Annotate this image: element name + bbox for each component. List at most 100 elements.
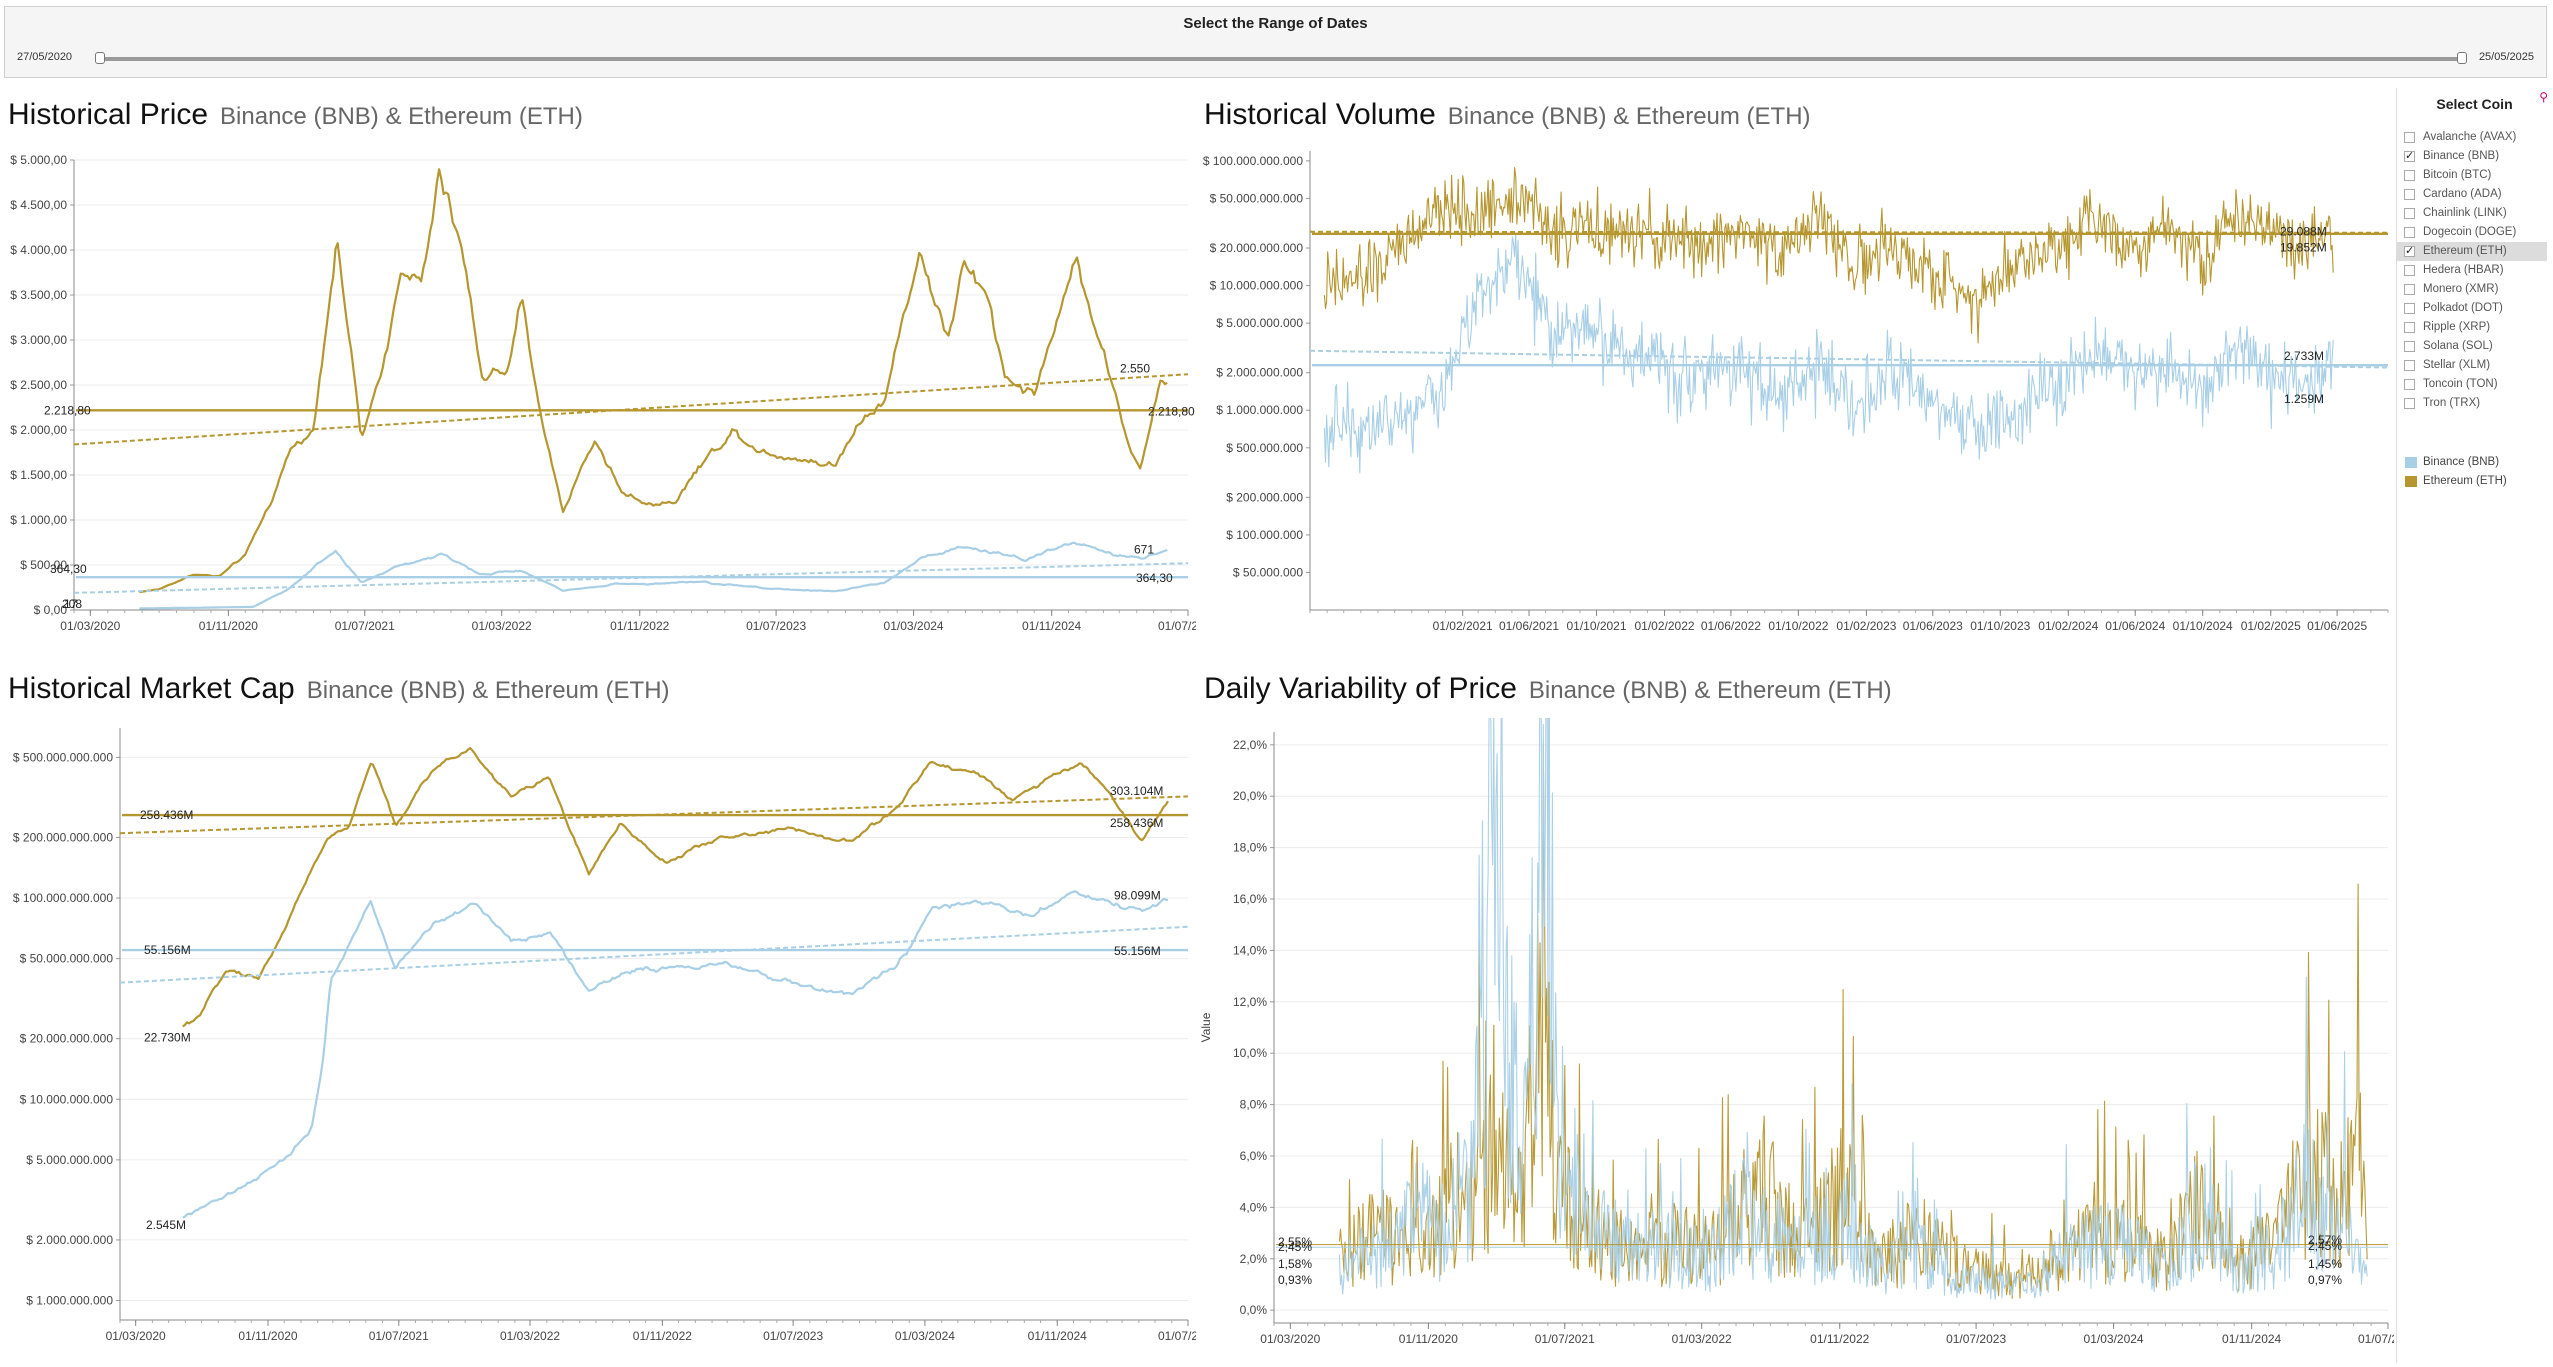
series-line-eth [182, 747, 1169, 1028]
coin-option[interactable]: Toncoin (TON) [2397, 375, 2547, 394]
checkbox-icon[interactable]: ✓ [2404, 245, 2415, 257]
coin-option[interactable]: Tron (TRX) [2397, 394, 2547, 413]
coin-option[interactable]: Bitcoin (BTC) [2397, 166, 2547, 185]
y-tick-label: 22,0% [1233, 738, 1267, 752]
x-tick-label: 01/02/2022 [1635, 619, 1695, 633]
coin-option[interactable]: Avalanche (AVAX) [2397, 128, 2547, 147]
y-tick-label: $ 1.500,00 [10, 468, 67, 482]
x-tick-label: 01/02/2024 [2038, 619, 2098, 633]
x-tick-label: 01/11/2024 [1028, 1329, 1087, 1343]
x-tick-label: 01/11/2022 [633, 1329, 692, 1343]
data-label: 2,57% [2308, 1233, 2342, 1247]
coin-option[interactable]: Cardano (ADA) [2397, 185, 2547, 204]
variability-panel-title: Daily Variability of Price Binance (BNB) … [1204, 672, 1892, 706]
y-tick-label: $ 100.000.000.000 [1203, 154, 1303, 168]
series-line-eth [139, 168, 1168, 594]
marketcap-title: Historical Market Cap [8, 672, 295, 705]
checkbox-icon[interactable] [2404, 341, 2415, 352]
data-label: 2,55% [1278, 1235, 1312, 1249]
color-legend-label: Binance (BNB) [2423, 456, 2500, 468]
data-label: 22.730M [144, 1031, 191, 1045]
checkbox-icon[interactable] [2404, 303, 2415, 314]
y-tick-label: 12,0% [1233, 995, 1267, 1009]
checkbox-icon[interactable] [2404, 132, 2415, 143]
coin-option[interactable]: Ripple (XRP) [2397, 318, 2547, 337]
y-tick-label: 14,0% [1233, 943, 1267, 957]
coin-option[interactable]: ✓ Binance (BNB) [2397, 147, 2547, 166]
range-start-handle[interactable] [95, 52, 105, 64]
filter-tools-icon[interactable]: ⚲ [2539, 90, 2548, 104]
volume-title: Historical Volume [1204, 98, 1436, 131]
coin-option[interactable]: Chainlink (LINK) [2397, 204, 2547, 223]
coin-label: Solana (SOL) [2423, 340, 2493, 352]
coin-option[interactable]: Solana (SOL) [2397, 337, 2547, 356]
checkbox-icon[interactable] [2404, 208, 2415, 219]
y-tick-label: $ 50.000.000.000 [20, 952, 114, 966]
y-tick-label: $ 1.000.000.000 [1216, 403, 1303, 417]
coin-option[interactable]: Polkadot (DOT) [2397, 299, 2547, 318]
x-tick-label: 01/11/2022 [1810, 1332, 1869, 1346]
x-tick-label: 01/03/2022 [1672, 1332, 1732, 1346]
coin-option[interactable]: Monero (XMR) [2397, 280, 2547, 299]
y-tick-label: $ 2.000,00 [10, 423, 67, 437]
trend-line [73, 373, 1189, 446]
data-label: 2.218,80 [44, 403, 91, 417]
x-tick-label: 01/07/2023 [763, 1329, 823, 1343]
color-legend-label: Ethereum (ETH) [2423, 475, 2507, 487]
checkbox-icon[interactable] [2404, 170, 2415, 181]
checkbox-icon[interactable] [2404, 189, 2415, 200]
series-line-bnb [139, 541, 1168, 610]
x-tick-label: 01/02/2025 [2241, 619, 2301, 633]
x-tick-label: 01/07/2021 [335, 619, 395, 633]
x-tick-label: 01/02/2023 [1836, 619, 1896, 633]
date-range-slider[interactable] [99, 57, 2465, 61]
trend-line [1309, 230, 2389, 234]
checkbox-icon[interactable] [2404, 398, 2415, 409]
coin-option[interactable]: ✓ Ethereum (ETH) [2397, 242, 2547, 261]
x-tick-label: 01/10/2022 [1768, 619, 1828, 633]
series-line-bnb [1323, 232, 2334, 474]
x-tick-label: 01/07/2025 [1158, 619, 1196, 633]
checkbox-icon[interactable]: ✓ [2404, 150, 2415, 162]
variability-title: Daily Variability of Price [1204, 672, 1517, 705]
data-label: 258.436M [1110, 816, 1163, 830]
volume-panel-title: Historical Volume Binance (BNB) & Ethereu… [1204, 98, 1811, 132]
checkbox-icon[interactable] [2404, 360, 2415, 371]
marketcap-panel-title: Historical Market Cap Binance (BNB) & Eth… [8, 672, 670, 706]
y-tick-label: $ 20.000.000.000 [20, 1032, 114, 1046]
range-end-label: 25/05/2025 [2478, 51, 2534, 63]
y-tick-label: $ 2.500,00 [10, 378, 67, 392]
y-tick-label: $ 500.000.000 [1226, 441, 1303, 455]
series-line-bnb [182, 890, 1168, 1219]
y-tick-label: 2,0% [1240, 1252, 1268, 1266]
checkbox-icon[interactable] [2404, 379, 2415, 390]
range-end-handle[interactable] [2457, 52, 2467, 64]
date-range-filter: Select the Range of Dates 27/05/2020 25/… [4, 6, 2547, 78]
x-tick-label: 01/07/2025 [1158, 1329, 1196, 1343]
y-tick-label: 8,0% [1240, 1098, 1268, 1112]
coin-label: Ethereum (ETH) [2423, 245, 2507, 257]
coin-selector: ⚲ Select Coin Avalanche (AVAX) ✓ Binance (… [2396, 88, 2552, 1363]
x-tick-label: 01/03/2022 [472, 619, 532, 633]
data-label: 364,30 [1136, 571, 1173, 585]
x-tick-label: 01/10/2024 [2173, 619, 2233, 633]
data-label: 364,30 [50, 562, 87, 576]
coin-option[interactable]: Hedera (HBAR) [2397, 261, 2547, 280]
x-tick-label: 01/10/2023 [1970, 619, 2030, 633]
y-tick-label: $ 50.000.000 [1233, 565, 1303, 579]
price-subtitle: Binance (BNB) & Ethereum (ETH) [220, 103, 583, 130]
y-tick-label: $ 3.000,00 [10, 333, 67, 347]
x-tick-label: 01/03/2020 [1260, 1332, 1320, 1346]
data-label: 55.156M [144, 943, 191, 957]
checkbox-icon[interactable] [2404, 322, 2415, 333]
coin-selector-title: Select Coin [2436, 96, 2513, 112]
coin-option[interactable]: Stellar (XLM) [2397, 356, 2547, 375]
checkbox-icon[interactable] [2404, 284, 2415, 295]
checkbox-icon[interactable] [2404, 227, 2415, 238]
data-label: 2.545M [146, 1218, 186, 1232]
data-label: 98.099M [1114, 889, 1161, 903]
checkbox-icon[interactable] [2404, 265, 2415, 276]
data-label: 2.733M [2284, 349, 2324, 363]
coin-option[interactable]: Dogecoin (DOGE) [2397, 223, 2547, 242]
x-tick-label: 01/03/2020 [106, 1329, 166, 1343]
